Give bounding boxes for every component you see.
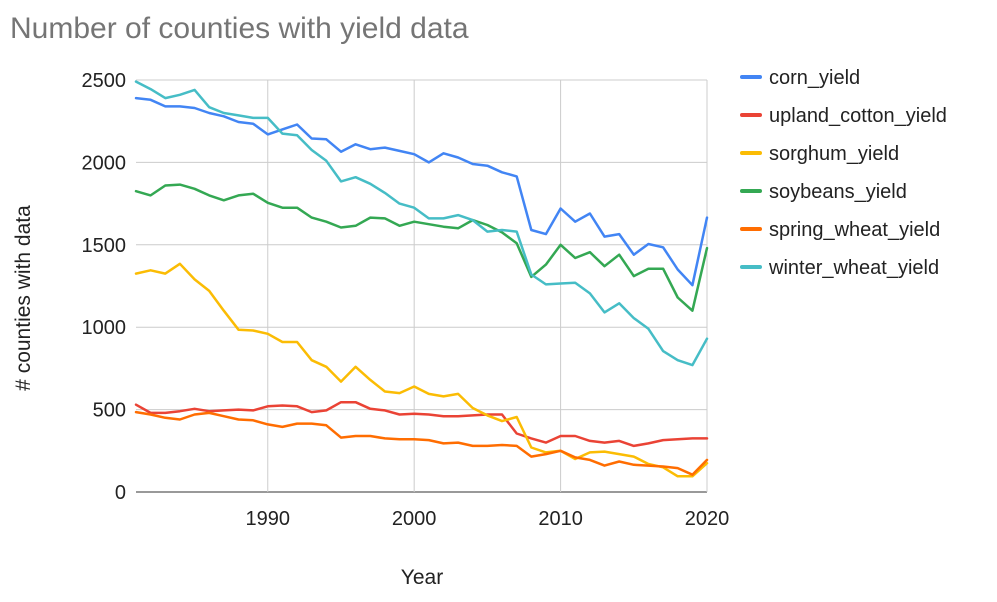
y-tick-label: 1000 [82, 317, 127, 339]
y-axis-label: # counties with data [12, 205, 35, 391]
y-tick-label: 1500 [82, 235, 127, 257]
legend-label: corn_yield [769, 67, 860, 89]
y-tick-label: 0 [115, 482, 126, 504]
series-line-spring-wheat-yield [134, 410, 709, 476]
x-tick-label: 1990 [246, 508, 291, 530]
x-tick-label: 2010 [538, 508, 583, 530]
x-axis-ticks: 1990 2000 2010 2020 [246, 508, 730, 530]
x-tick-label: 2020 [685, 508, 730, 530]
y-tick-label: 2000 [82, 152, 127, 174]
series-lines [134, 80, 709, 478]
series-line-winter-wheat-yield [134, 80, 709, 367]
x-tick-label: 2000 [392, 508, 437, 530]
legend-label: spring_wheat_yield [769, 219, 940, 241]
legend-label: sorghum_yield [769, 143, 899, 165]
y-tick-label: 500 [93, 400, 126, 422]
series-line-upland-cotton-yield [134, 400, 709, 448]
series-line-soybeans-yield [134, 183, 709, 312]
legend-label: soybeans_yield [769, 181, 907, 203]
legend: corn_yield upland_cotton_yield sorghum_yie… [740, 67, 947, 279]
y-tick-label: 2500 [82, 70, 127, 92]
legend-label: winter_wheat_yield [768, 257, 939, 279]
chart-title: Number of counties with yield data [10, 12, 469, 45]
legend-label: upland_cotton_yield [769, 105, 947, 127]
series-line-corn-yield [134, 96, 709, 287]
x-axis-label: Year [401, 566, 443, 589]
gridlines [136, 79, 708, 493]
y-axis-ticks: 0 500 1000 1500 2000 2500 [82, 70, 127, 504]
series-line-sorghum-yield [134, 262, 709, 478]
